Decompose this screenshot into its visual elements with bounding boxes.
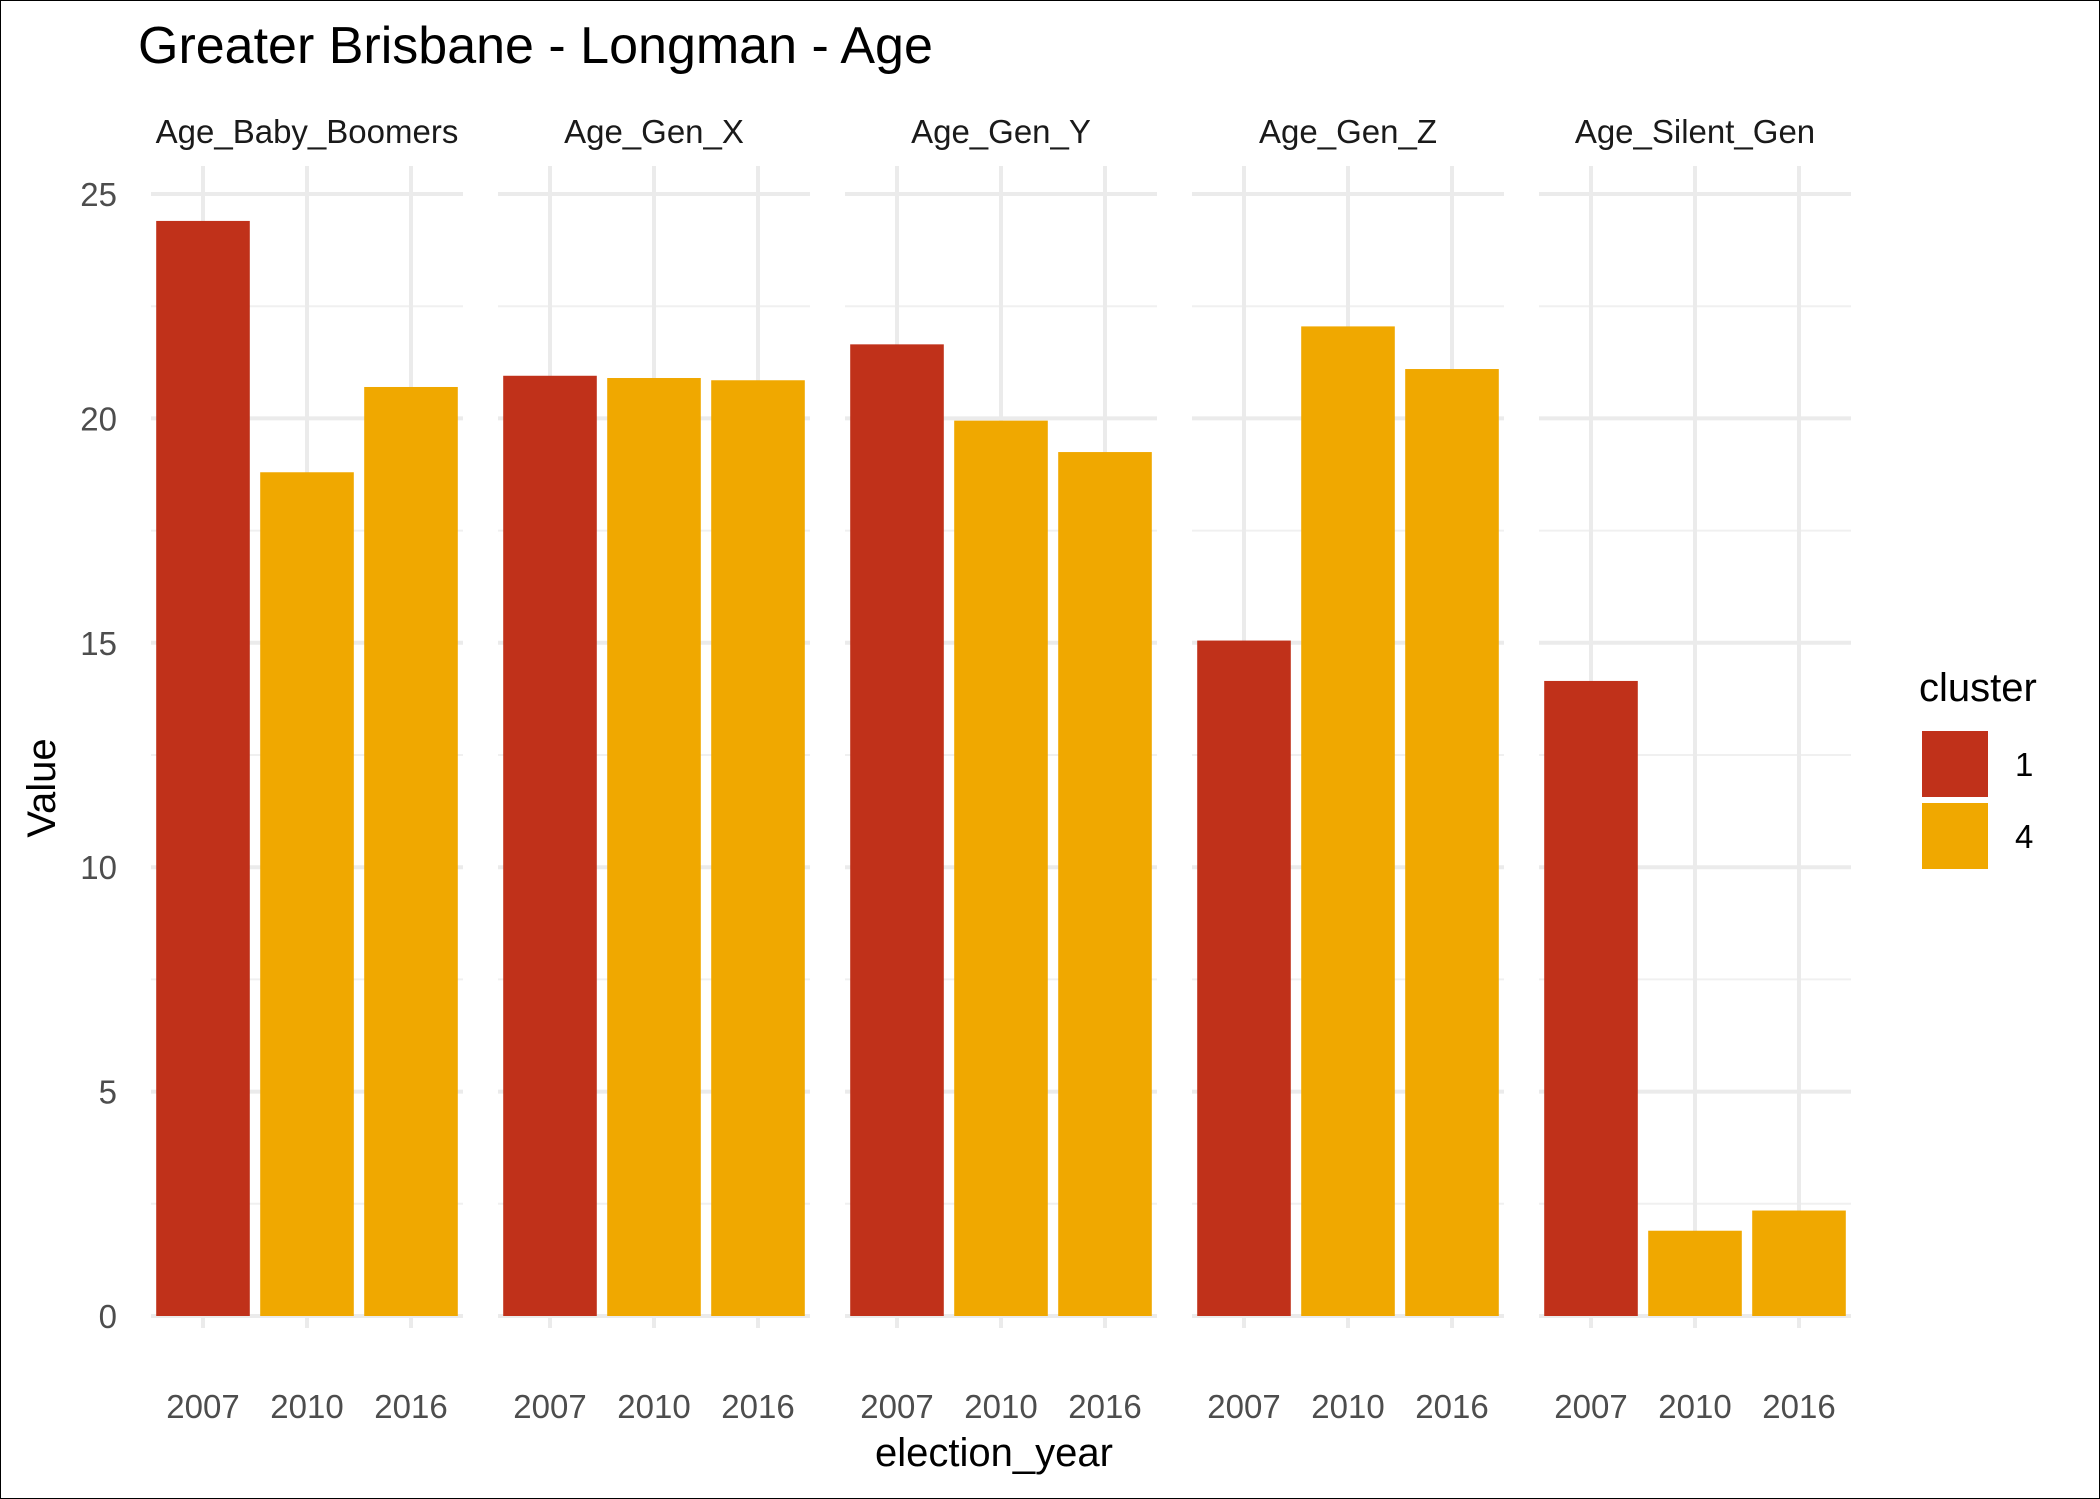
facet-label: Age_Silent_Gen (1575, 113, 1815, 150)
x-tick-label: 2007 (860, 1388, 933, 1425)
bar-Age_Baby_Boomers-2010 (260, 472, 354, 1317)
facet-panel-Age_Gen_X: Age_Gen_X 2007 2010 2016 (498, 113, 810, 1425)
x-tick-label: 2010 (1658, 1388, 1731, 1425)
bar-Age_Baby_Boomers-2007 (156, 220, 250, 1317)
bar-Age_Gen_Z-2016 (1405, 369, 1499, 1317)
bar-Age_Gen_Z-2010 (1301, 326, 1395, 1316)
x-tick-label: 2010 (617, 1388, 690, 1425)
x-tick-label: 2016 (1762, 1388, 1835, 1425)
chart-title: Greater Brisbane - Longman - Age (138, 17, 933, 75)
bar-Age_Silent_Gen-2016 (1752, 1210, 1846, 1316)
bar-Age_Gen_X-2016 (711, 380, 805, 1316)
y-tick-label: 15 (80, 625, 117, 662)
bar-Age_Gen_X-2007 (503, 375, 597, 1316)
facet-label: Age_Gen_X (564, 113, 744, 150)
x-axis-label: election_year (875, 1431, 1113, 1475)
facet-panel-Age_Gen_Z: Age_Gen_Z 2007 2010 2016 (1192, 113, 1504, 1425)
bar-Age_Gen_Y-2010 (954, 420, 1048, 1316)
facet-label: Age_Baby_Boomers (156, 113, 459, 150)
bar-Age_Baby_Boomers-2016 (364, 386, 458, 1316)
y-axis-label: Value (20, 738, 64, 837)
x-tick-label: 2016 (1068, 1388, 1141, 1425)
facet-panel-Age_Baby_Boomers: Age_Baby_Boomers 2007 2010 2016 (151, 113, 463, 1425)
x-tick-label: 2007 (1207, 1388, 1280, 1425)
legend-label-4: 4 (2015, 818, 2033, 855)
bar-Age_Silent_Gen-2010 (1648, 1230, 1742, 1316)
y-tick-label: 25 (80, 176, 117, 213)
x-tick-label: 2016 (721, 1388, 794, 1425)
y-tick-label: 0 (99, 1298, 117, 1335)
bar-Age_Gen_Y-2007 (850, 344, 944, 1316)
legend-title: cluster (1919, 666, 2037, 710)
bar-Age_Gen_Y-2016 (1058, 452, 1152, 1316)
x-tick-label: 2010 (1311, 1388, 1384, 1425)
legend: cluster 1 4 (1919, 666, 2037, 869)
x-tick-label: 2016 (1415, 1388, 1488, 1425)
x-tick-label: 2010 (270, 1388, 343, 1425)
legend-label-1: 1 (2015, 746, 2033, 783)
facet-label: Age_Gen_Z (1259, 113, 1437, 150)
legend-swatch-4 (1922, 803, 1988, 869)
x-tick-label: 2016 (374, 1388, 447, 1425)
facet-panel-Age_Silent_Gen: Age_Silent_Gen 2007 2010 2016 (1539, 113, 1851, 1425)
facet-panel-Age_Gen_Y: Age_Gen_Y 2007 2010 2016 (845, 113, 1157, 1425)
x-tick-label: 2007 (513, 1388, 586, 1425)
x-tick-label: 2010 (964, 1388, 1037, 1425)
bar-Age_Gen_Z-2007 (1197, 640, 1291, 1316)
bar-Age_Silent_Gen-2007 (1544, 680, 1638, 1316)
legend-swatch-1 (1922, 731, 1988, 797)
x-tick-label: 2007 (166, 1388, 239, 1425)
facet-label: Age_Gen_Y (911, 113, 1091, 150)
y-tick-label: 10 (80, 849, 117, 886)
x-tick-label: 2007 (1554, 1388, 1627, 1425)
bar-Age_Gen_X-2010 (607, 378, 701, 1316)
y-tick-label: 20 (80, 400, 117, 437)
y-tick-label: 5 (99, 1074, 117, 1111)
